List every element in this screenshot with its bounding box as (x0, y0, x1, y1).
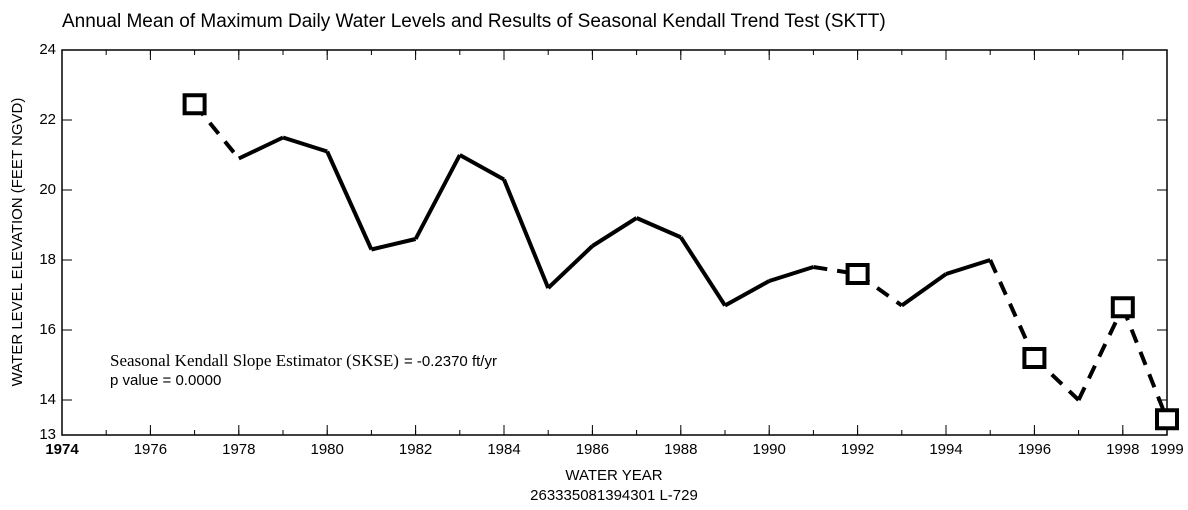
point-marker (182, 93, 207, 116)
y-tick-label: 18 (39, 251, 56, 268)
y-axis-label: WATER LEVEL ELEVATION (FEET NGVD) (9, 98, 26, 387)
x-tick-label: 1980 (311, 441, 344, 458)
x-tick-label: 1990 (753, 441, 786, 458)
x-tick-label: 1998 (1106, 441, 1139, 458)
line-segment (458, 153, 505, 182)
line-segment (768, 265, 815, 283)
x-axis-label: WATER YEAR (565, 467, 662, 484)
y-tick-label: 16 (39, 321, 56, 338)
x-tick-label: 1976 (134, 441, 167, 458)
x-tick-label: 1999 (1150, 441, 1183, 458)
line-segment (591, 216, 638, 248)
y-tick-label: 24 (39, 41, 56, 58)
y-tick-label: 14 (39, 391, 56, 408)
line-segment (724, 279, 771, 308)
y-tick-label: 13 (39, 426, 56, 443)
x-tick-label: 1984 (487, 441, 520, 458)
annotation: Seasonal Kendall Slope Estimator (SKSE) (110, 351, 399, 370)
plot-frame (61, 49, 1168, 436)
x-tick-label: 1982 (399, 441, 432, 458)
x-tick-label: 1974 (45, 441, 79, 458)
point-marker (1022, 347, 1047, 369)
y-tick-label: 22 (39, 111, 56, 128)
x-tick-label: 1988 (664, 441, 697, 458)
line-segment (900, 272, 948, 308)
x-tick-label: 1994 (929, 441, 962, 458)
chart-title: Annual Mean of Maximum Daily Water Level… (62, 11, 886, 32)
line-segment (237, 135, 284, 161)
line-segment (546, 244, 594, 290)
annotation: p value = 0.0000 (110, 372, 221, 389)
x-tick-label: 1978 (222, 441, 255, 458)
y-tick-label: 20 (39, 181, 56, 198)
line-segment (1076, 306, 1125, 401)
x-tick-label: 1986 (576, 441, 609, 458)
x-tick-label: 1996 (1018, 441, 1051, 458)
annotation: = -0.2370 ft/yr (404, 353, 497, 370)
line-segment (635, 216, 682, 240)
line-segment (1120, 306, 1169, 420)
line-segment (679, 236, 727, 307)
x-axis-sublabel: 263335081394301 L-729 (530, 487, 698, 504)
x-tick-label: 1992 (841, 441, 874, 458)
point-marker (1155, 408, 1179, 431)
point-marker (1110, 296, 1135, 319)
point-marker (845, 263, 870, 285)
line-segment (370, 237, 417, 252)
line-segment (945, 258, 991, 276)
line-segment (502, 178, 551, 289)
line-segment (413, 154, 462, 240)
line-segment (988, 259, 1037, 359)
line-segment (282, 135, 328, 154)
line-segment (325, 150, 374, 251)
